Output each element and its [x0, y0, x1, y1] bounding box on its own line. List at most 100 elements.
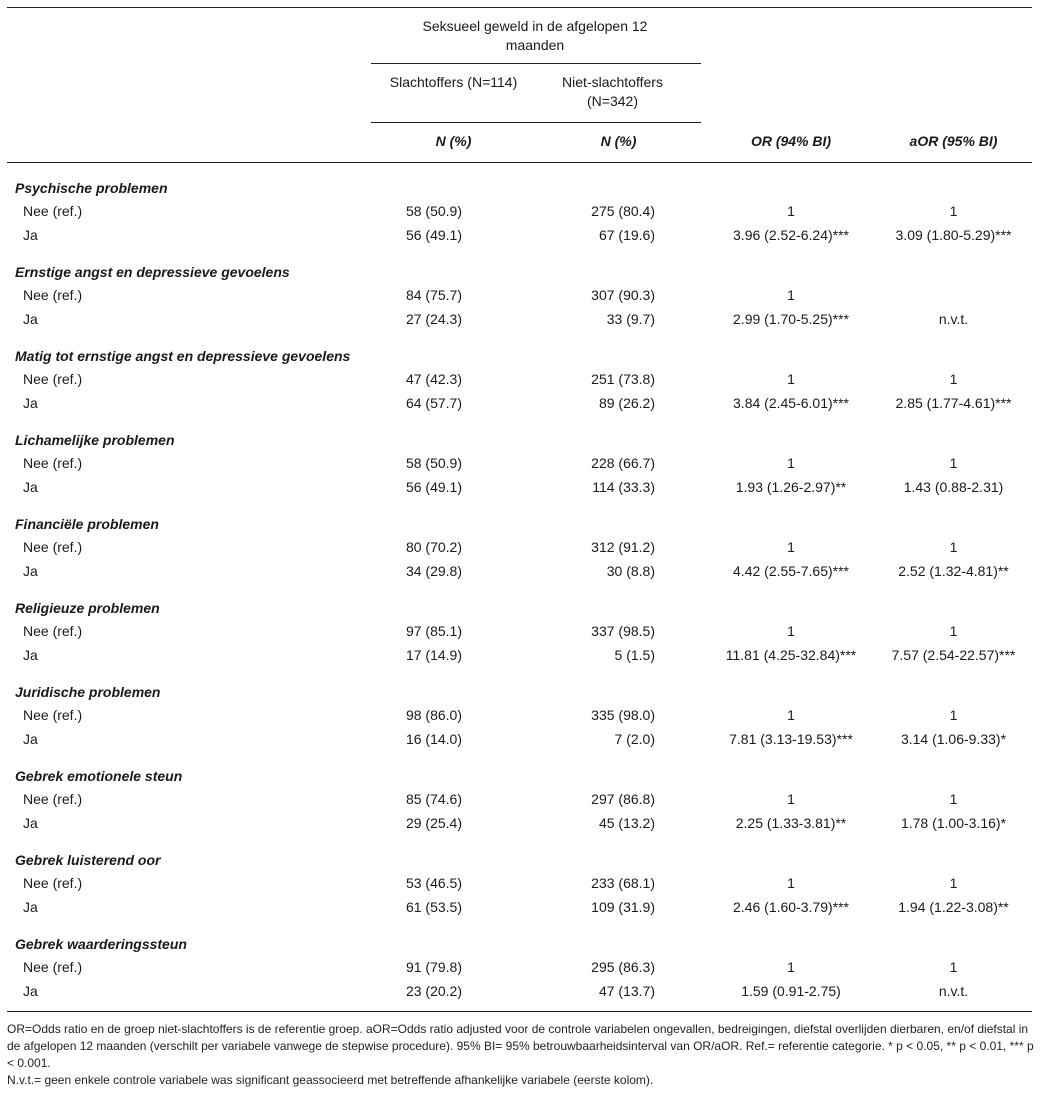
section-title: Gebrek luisterend oor: [15, 852, 161, 868]
section-gebrek-waarderingssteun: Gebrek waarderingssteun Nee (ref.) 91 (7…: [8, 928, 1031, 1012]
table-footnote: OR=Odds ratio en de groep niet-slachtoff…: [7, 1021, 1035, 1089]
row-label: Ja: [23, 815, 38, 831]
victims-value: 56 (49.1): [405, 227, 462, 243]
nonvictims-value: 5 (1.5): [614, 647, 655, 663]
section-lichamelijke-problemen: Lichamelijke problemen Nee (ref.) 58 (50…: [8, 424, 1031, 508]
row-label: Nee (ref.): [23, 875, 83, 891]
victims-value: 29 (25.4): [405, 815, 462, 831]
footnote-nvt: N.v.t.= geen enkele controle variabele w…: [7, 1073, 654, 1087]
nonvictims-value: 67 (19.6): [598, 227, 655, 243]
row-label: Nee (ref.): [23, 371, 83, 387]
row-label: Ja: [23, 227, 38, 243]
nonvictims-value: 114 (33.3): [592, 479, 655, 495]
nonvictims-value: 47 (13.7): [598, 983, 655, 999]
sub-header-or: OR (94% BI): [750, 133, 832, 149]
or-value: 2.25 (1.33-3.81)**: [735, 815, 847, 831]
top-rule: [7, 7, 1032, 9]
row-label: Nee (ref.): [23, 539, 83, 555]
aor-value: 2.85 (1.77-4.61)***: [895, 395, 1012, 411]
victims-value: 16 (14.0): [405, 731, 462, 747]
section-religieuze-problemen: Religieuze problemen Nee (ref.) 97 (85.1…: [8, 592, 1031, 676]
victims-value: 58 (50.9): [405, 203, 462, 219]
table-row: Nee (ref.) 58 (50.9) 275 (80.4) 1 1: [8, 200, 1031, 223]
victims-value: 84 (75.7): [405, 287, 462, 303]
aor-value: 1: [949, 203, 958, 219]
section-juridische-problemen: Juridische problemen Nee (ref.) 98 (86.0…: [8, 676, 1031, 760]
group-rule: [371, 63, 701, 64]
victims-value: 85 (74.6): [405, 791, 462, 807]
section-financiele-problemen: Financiële problemen Nee (ref.) 80 (70.2…: [8, 508, 1031, 592]
aor-value: 1: [949, 455, 958, 471]
aor-value: 7.57 (2.54-22.57)***: [891, 647, 1016, 663]
group-header: Seksueel geweld in de afgelopen 12 maand…: [422, 18, 648, 53]
footnote-abbreviations: OR=Odds ratio en de groep niet-slachtoff…: [7, 1022, 1034, 1070]
nonvictims-value: 33 (9.7): [606, 311, 655, 327]
section-title: Gebrek emotionele steun: [15, 768, 183, 784]
aor-value: 3.14 (1.06-9.33)*: [900, 731, 1007, 747]
row-label: Ja: [23, 395, 38, 411]
row-label: Ja: [23, 899, 38, 915]
victims-value: 61 (53.5): [405, 899, 462, 915]
or-value: 1: [787, 203, 795, 219]
table-row: Nee (ref.) 98 (86.0) 335 (98.0) 1 1: [8, 704, 1031, 727]
row-label: Nee (ref.): [23, 791, 83, 807]
nonvictims-value: 7 (2.0): [614, 731, 655, 747]
aor-value: 1: [949, 875, 958, 891]
table-row: Ja 17 (14.9) 5 (1.5) 11.81 (4.25-32.84)*…: [8, 644, 1031, 667]
section-title: Psychische problemen: [15, 180, 168, 196]
or-value: 1: [787, 707, 795, 723]
victims-value: 47 (42.3): [405, 371, 462, 387]
victims-value: 56 (49.1): [405, 479, 462, 495]
or-value: 1: [787, 539, 795, 555]
victims-value: 64 (57.7): [405, 395, 462, 411]
aor-value: 3.09 (1.80-5.29)***: [895, 227, 1012, 243]
nonvictims-value: 45 (13.2): [598, 815, 655, 831]
victims-value: 17 (14.9): [405, 647, 462, 663]
aor-value: 1: [949, 959, 958, 975]
col-rule: [371, 122, 701, 123]
or-value: 1.93 (1.26-2.97)**: [735, 479, 847, 495]
section-gebrek-emotionele-steun: Gebrek emotionele steun Nee (ref.) 85 (7…: [8, 760, 1031, 844]
victims-value: 98 (86.0): [405, 707, 462, 723]
row-label: Ja: [23, 479, 38, 495]
victims-value: 80 (70.2): [405, 539, 462, 555]
or-value: 2.46 (1.60-3.79)***: [733, 899, 849, 915]
nonvictims-value: 307 (90.3): [591, 287, 655, 303]
victims-value: 53 (46.5): [405, 875, 462, 891]
or-value: 1: [787, 791, 795, 807]
table-row: Ja 29 (25.4) 45 (13.2) 2.25 (1.33-3.81)*…: [8, 812, 1031, 835]
col-header-nonvictims: Niet-slachtoffers (N=342): [562, 74, 663, 109]
or-value: 4.42 (2.55-7.65)***: [733, 563, 849, 579]
victims-value: 34 (29.8): [405, 563, 462, 579]
section-title: Matig tot ernstige angst en depressieve …: [15, 348, 351, 364]
table-row: Nee (ref.) 53 (46.5) 233 (68.1) 1 1: [8, 872, 1031, 895]
table-row: Ja 56 (49.1) 114 (33.3) 1.93 (1.26-2.97)…: [8, 476, 1031, 499]
nonvictims-value: 233 (68.1): [591, 875, 655, 891]
aor-value: 1.78 (1.00-3.16)*: [900, 815, 1007, 831]
or-value: 3.84 (2.45-6.01)***: [733, 395, 849, 411]
table-row: Nee (ref.) 84 (75.7) 307 (90.3) 1: [8, 284, 1031, 307]
row-label: Ja: [23, 563, 38, 579]
or-value: 1: [787, 371, 795, 387]
header-bottom-rule: [7, 162, 1032, 164]
row-label: Nee (ref.): [23, 455, 83, 471]
section-title: Lichamelijke problemen: [15, 432, 175, 448]
sub-header-n-victims: N (%): [435, 133, 472, 149]
table-row: Ja 61 (53.5) 109 (31.9) 2.46 (1.60-3.79)…: [8, 896, 1031, 919]
aor-value: 1: [949, 371, 958, 387]
section-matig-tot-ernstige-angst: Matig tot ernstige angst en depressieve …: [8, 340, 1031, 424]
table-row: Ja 16 (14.0) 7 (2.0) 7.81 (3.13-19.53)**…: [8, 728, 1031, 751]
or-value: 3.96 (2.52-6.24)***: [733, 227, 849, 243]
aor-value: 1: [949, 539, 958, 555]
row-label: Ja: [23, 731, 38, 747]
aor-value: 1.43 (0.88-2.31): [903, 479, 1004, 495]
sub-header-aor: aOR (95% BI): [909, 133, 998, 149]
row-label: Nee (ref.): [23, 959, 83, 975]
table-row: Nee (ref.) 91 (79.8) 295 (86.3) 1 1: [8, 956, 1031, 979]
table-row: Nee (ref.) 80 (70.2) 312 (91.2) 1 1: [8, 536, 1031, 559]
nonvictims-value: 297 (86.8): [591, 791, 655, 807]
table-row: Ja 56 (49.1) 67 (19.6) 3.96 (2.52-6.24)*…: [8, 224, 1031, 247]
or-value: 1: [787, 875, 795, 891]
section-ernstige-angst: Ernstige angst en depressieve gevoelens …: [8, 256, 1031, 340]
